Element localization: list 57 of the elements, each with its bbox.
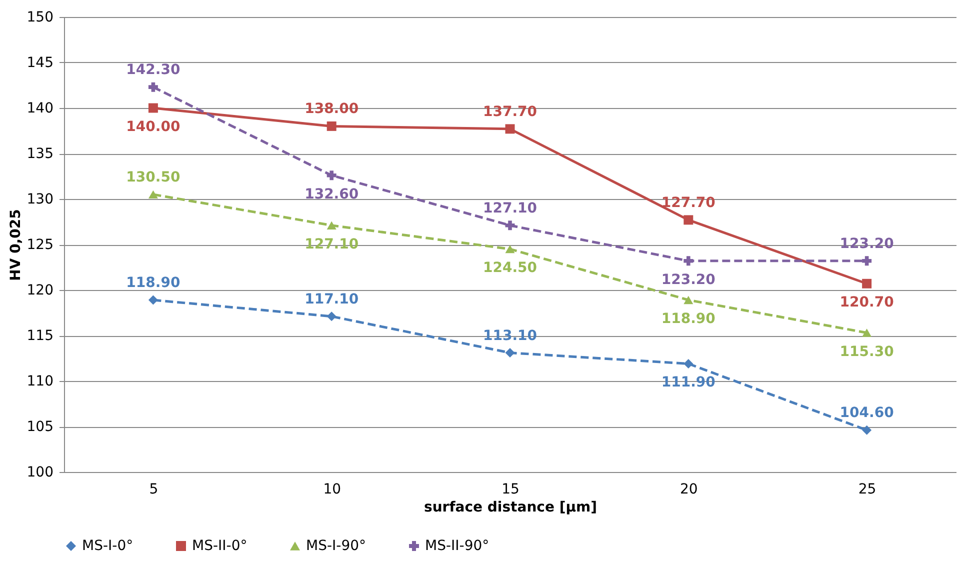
point [148, 103, 158, 113]
point [505, 124, 515, 134]
point [326, 221, 336, 230]
point [148, 82, 158, 92]
y-tick-label: 110 [26, 374, 54, 390]
point [684, 215, 694, 225]
point [326, 121, 336, 131]
point [862, 278, 872, 288]
point [684, 256, 694, 266]
data-label: 124.50 [482, 260, 538, 276]
x-tick-label: 25 [858, 482, 876, 498]
x-tick-label: 10 [323, 482, 342, 498]
y-tick-label: 100 [26, 464, 54, 480]
y-tick-label: 145 [26, 55, 54, 71]
point [684, 358, 694, 368]
y-tick-label: 135 [26, 146, 54, 162]
x-tick-label: 20 [680, 482, 698, 498]
data-label: 118.90 [126, 275, 180, 292]
point [326, 170, 336, 180]
legend-label: MS-II-0° [192, 538, 248, 554]
data-label: 117.10 [304, 291, 359, 308]
point [505, 348, 515, 358]
data-label: 137.70 [482, 104, 538, 120]
y-tick-label: 150 [26, 10, 54, 26]
data-label: 130.50 [126, 169, 180, 186]
y-axis-title: HV 0,025 [8, 209, 24, 281]
point [862, 328, 872, 337]
point [505, 220, 515, 230]
legend-label: MS-II-90° [425, 538, 490, 554]
legend-label: MS-I-90° [306, 538, 366, 554]
point [326, 312, 336, 322]
y-tick-label: 105 [26, 419, 54, 435]
data-label: 140.00 [126, 119, 180, 135]
data-label: 120.70 [840, 294, 894, 311]
point [862, 425, 872, 435]
point [862, 256, 872, 266]
data-label: 104.60 [840, 405, 894, 422]
y-tick-label: 115 [26, 328, 54, 344]
data-label: 132.60 [304, 186, 359, 202]
y-tick-label: 140 [26, 100, 54, 116]
y-tick-label: 130 [26, 192, 54, 208]
data-label: 118.90 [661, 311, 716, 328]
point [684, 296, 694, 304]
y-tick-label: 125 [26, 237, 54, 253]
data-label: 127.70 [661, 194, 716, 211]
legend-label: MS-I-0° [82, 538, 134, 554]
data-label: 123.20 [661, 272, 716, 288]
x-tick-label: 15 [502, 482, 520, 498]
point [505, 244, 515, 254]
data-label: 142.30 [126, 62, 180, 78]
data-label: 127.10 [482, 200, 538, 216]
data-label: 115.30 [840, 344, 894, 360]
point [148, 190, 158, 199]
x-tick-label: 5 [149, 482, 158, 498]
x-axis-title: surface distance [μm] [424, 500, 598, 516]
point [148, 295, 158, 305]
y-tick-label: 120 [26, 282, 54, 298]
